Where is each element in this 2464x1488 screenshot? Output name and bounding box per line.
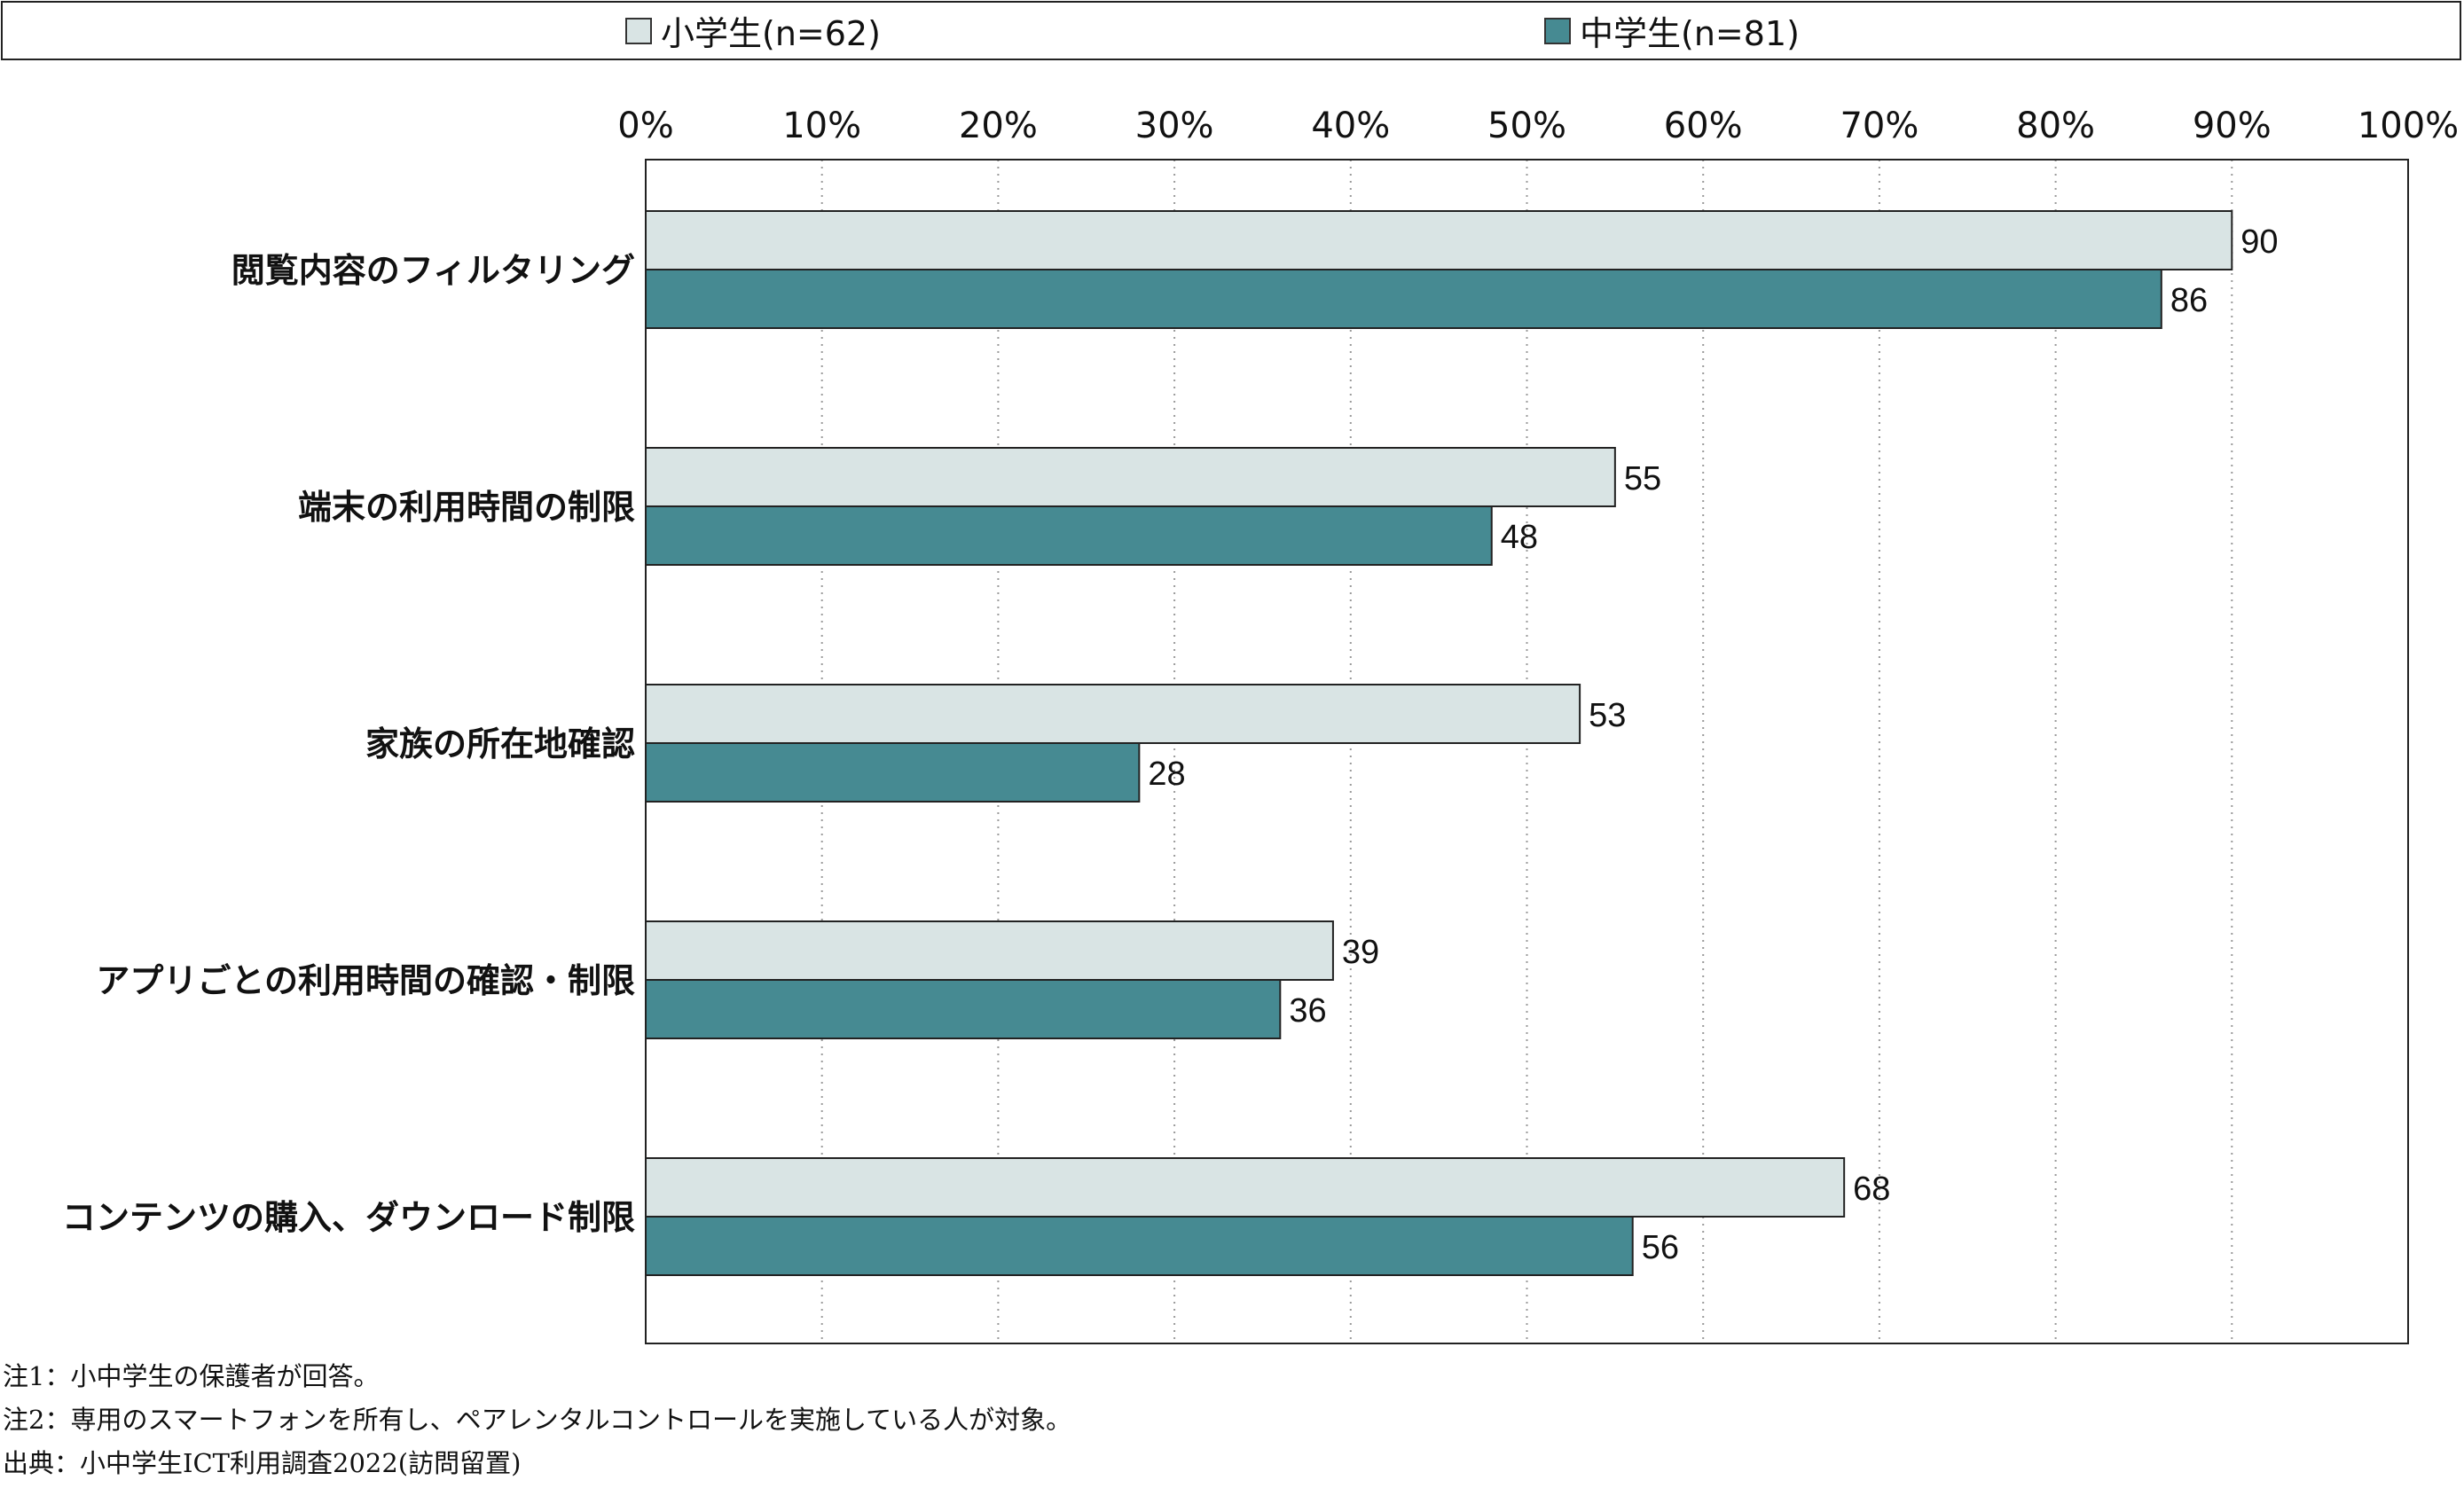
- x-tick-label: 20%: [959, 106, 1038, 146]
- legend-item-junior-high: 中学生(n=81): [1544, 3, 1800, 59]
- grid-lines: [820, 160, 2233, 1343]
- x-tick-label: 0%: [617, 106, 673, 146]
- category-label: 家族の所在地確認: [365, 724, 635, 764]
- category-label: コンテンツの購入、ダウンロード制限: [62, 1198, 635, 1237]
- bar-elementary: [645, 447, 1616, 507]
- bar-junior-high: [645, 505, 1493, 566]
- data-label: 68: [1853, 1171, 1890, 1208]
- legend-label-junior-high: 中学生(n=81): [1580, 14, 1800, 53]
- legend-label-elementary: 小学生(n=62): [661, 14, 881, 53]
- data-label: 86: [2170, 282, 2208, 319]
- data-label: 90: [2240, 223, 2278, 261]
- x-tick-label: 60%: [1664, 106, 1743, 146]
- bar-elementary: [645, 920, 1334, 981]
- legend-item-elementary: 小学生(n=62): [625, 3, 881, 59]
- data-label: 36: [1289, 992, 1326, 1030]
- notes: 注1：小中学生の保護者が回答。 注2：専用のスマートフォンを所有し、ペアレンタル…: [3, 1355, 1071, 1485]
- legend-swatch-junior-high: [1544, 17, 1571, 44]
- category-label: 閲覧内容のフィルタリング: [231, 251, 635, 290]
- x-tick-labels: 0% 10% 20% 30% 40% 50% 60% 70% 80% 90% 100%: [617, 106, 2459, 146]
- data-labels: 90 86 55 48 53 28 39 36 68 56: [1148, 223, 2278, 1266]
- data-label: 55: [1624, 460, 1661, 497]
- x-tick-label: 80%: [2016, 106, 2095, 146]
- note-source: 出典：小中学生ICT利用調査2022(訪問留置): [3, 1448, 522, 1478]
- data-label: 53: [1589, 697, 1626, 734]
- legend-swatch-elementary: [625, 17, 652, 44]
- bar-elementary: [645, 684, 1581, 744]
- data-label: 56: [1642, 1229, 1679, 1266]
- legend: 小学生(n=62) 中学生(n=81): [1, 1, 2461, 60]
- category-label: 端末の利用時間の制限: [298, 488, 635, 527]
- bar-junior-high: [645, 742, 1141, 803]
- note-1: 注1：小中学生の保護者が回答。: [3, 1361, 380, 1391]
- data-label: 39: [1342, 934, 1379, 971]
- bars: [645, 210, 2233, 1276]
- bar-elementary: [645, 210, 2233, 270]
- x-tick-label: 30%: [1135, 106, 1214, 146]
- x-tick-label: 90%: [2193, 106, 2272, 146]
- bar-chart: 0% 10% 20% 30% 40% 50% 60% 70% 80% 90% 100% 閲覧内容のフ…: [62, 106, 2459, 1344]
- bar-junior-high: [645, 269, 2162, 329]
- x-tick-label: 70%: [1840, 106, 1919, 146]
- bar-elementary: [645, 1157, 1846, 1218]
- x-tick-label: 50%: [1487, 106, 1566, 146]
- data-label: 48: [1501, 519, 1538, 556]
- note-2: 注2：専用のスマートフォンを所有し、ペアレンタルコントロールを実施している人が対…: [3, 1405, 1072, 1435]
- bar-junior-high: [645, 979, 1282, 1039]
- data-label: 28: [1148, 756, 1185, 793]
- plot-area-frame: [645, 159, 2409, 1344]
- x-tick-label: 10%: [782, 106, 861, 146]
- bar-junior-high: [645, 1216, 1634, 1276]
- x-tick-label: 100%: [2358, 106, 2459, 146]
- category-label: アプリごとの利用時間の確認・制限: [96, 961, 635, 1000]
- x-tick-label: 40%: [1311, 106, 1390, 146]
- category-labels: 閲覧内容のフィルタリング端末の利用時間の制限家族の所在地確認アプリごとの利用時間…: [62, 251, 635, 1237]
